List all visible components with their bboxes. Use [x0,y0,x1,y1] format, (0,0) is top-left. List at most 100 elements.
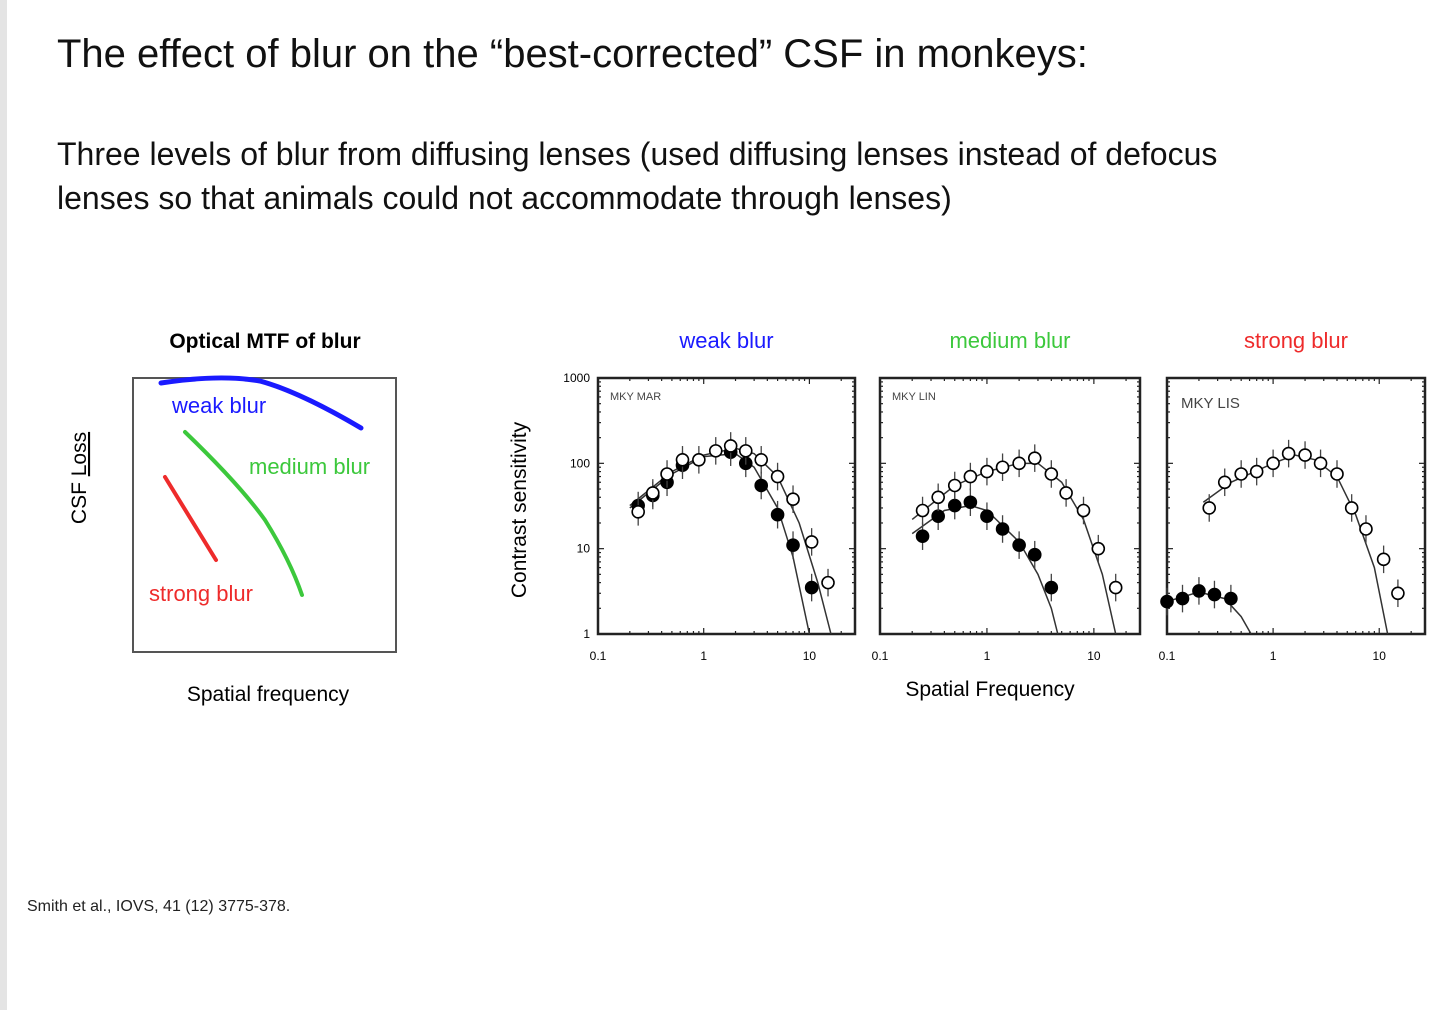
x-tick-label: 10 [803,649,817,663]
strong-blur-label: strong blur [149,581,253,606]
strong-blur-curve [163,475,218,562]
data-point-open [1344,501,1359,515]
mtf-x-label: Spatial frequency [187,683,350,706]
data-point-open [692,453,706,467]
x-tick-label: 1 [984,649,991,663]
data-point-open [1202,501,1217,515]
data-point-open [947,478,962,493]
data-point-open [1376,552,1391,567]
x-tick-label: 0.1 [872,649,889,663]
medium-blur-label: medium blur [249,454,370,479]
medium-blur-curve [183,430,304,597]
x-axis-label: Spatial Frequency [905,678,1075,701]
x-tick-label: 10 [1087,649,1101,663]
data-point-open [738,444,753,458]
data-point-open [1059,486,1073,500]
slide-edge [0,0,7,1010]
data-point-open [723,439,738,453]
data-point-open [1313,456,1328,471]
data-point-open [646,486,660,500]
data-point-open [1249,464,1264,479]
data-point-open [1298,448,1312,462]
data-point-open [1281,446,1296,461]
data-point-filled [1044,580,1059,595]
data-point-open [1044,467,1059,481]
weak-blur-label: weak blur [171,393,266,418]
y-tick-label: 1000 [563,371,590,385]
data-point-filled [963,495,978,510]
data-point-open [1076,503,1091,518]
x-tick-label: 0.1 [590,649,607,663]
data-point-filled [1224,591,1238,606]
data-point-open [1234,467,1248,481]
data-point-open [1217,475,1232,490]
panel-title: weak blur [678,328,773,353]
data-point-filled [931,509,945,524]
data-point-filled [1160,594,1174,609]
data-point-filled [980,509,994,524]
data-point-open [754,453,769,467]
x-tick-label: 0.1 [1159,649,1176,663]
data-point-filled [947,498,962,513]
data-point-filled [1012,538,1026,552]
x-tick-label: 1 [700,649,707,663]
y-axis-label: Contrast sensitivity [508,421,531,598]
data-point-open [1108,580,1123,595]
data-point-open [963,469,978,484]
panel-frame [1165,376,1427,636]
data-point-filled [1027,547,1042,562]
slide-title: The effect of blur on the “best-correcte… [57,32,1088,76]
y-tick-label: 1 [583,627,590,641]
data-point-filled [995,522,1010,536]
panel-frame [596,376,857,636]
panel-label: MKY MAR [610,391,661,403]
panel-frame [878,376,1142,636]
data-point-filled [1175,591,1190,606]
data-point-open [1330,467,1344,481]
data-point-open [660,467,674,481]
x-tick-label: 1 [1270,649,1277,663]
data-point-open [804,535,819,549]
mtf-y-label: CSF Loss [68,432,91,524]
data-point-open [1359,522,1373,536]
data-point-filled [770,507,785,522]
data-point-open [708,444,723,458]
data-point-open [980,464,994,479]
weak-blur-curve [158,375,364,431]
data-point-open [915,503,930,518]
panel-title: medium blur [949,328,1070,353]
data-point-open [1091,541,1106,556]
mtf-title: Optical MTF of blur [169,330,360,353]
data-point-open [770,469,785,484]
data-point-open [995,460,1010,475]
citation: Smith et al., IOVS, 41 (12) 3775-378. [27,898,291,915]
data-point-filled [915,529,930,543]
data-point-filled [1192,584,1206,598]
data-point-open [631,505,645,519]
data-point-filled [804,580,819,595]
panel-label: MKY LIN [892,391,936,403]
csf-panel-2: medium blur 0.1 1 10 MKY LIN [872,328,1142,663]
data-point-open [1391,586,1405,601]
data-point-open [1027,451,1042,465]
panel-title: strong blur [1244,328,1348,353]
data-point-filled [754,478,769,493]
subtitle-line-2: lenses so that animals could not accommo… [57,180,952,216]
mtf-y-label-underlined: Loss [68,432,91,476]
data-point-open [931,490,945,505]
data-point-filled [786,538,800,552]
mtf-y-label-prefix: CSF [68,476,91,524]
panel-label: MKY LIS [1181,395,1240,412]
data-point-open [786,492,800,506]
y-tick-label: 100 [570,456,590,470]
csf-panel-3: strong blur 0.1 1 10 MKY LIS [1159,328,1427,663]
mtf-frame [132,377,397,653]
data-point-open [675,453,690,467]
data-point-open [821,575,835,590]
fit-curve [911,504,1059,634]
data-point-open [1266,456,1280,471]
x-tick-label: 10 [1373,649,1387,663]
y-tick-label: 10 [577,542,591,556]
